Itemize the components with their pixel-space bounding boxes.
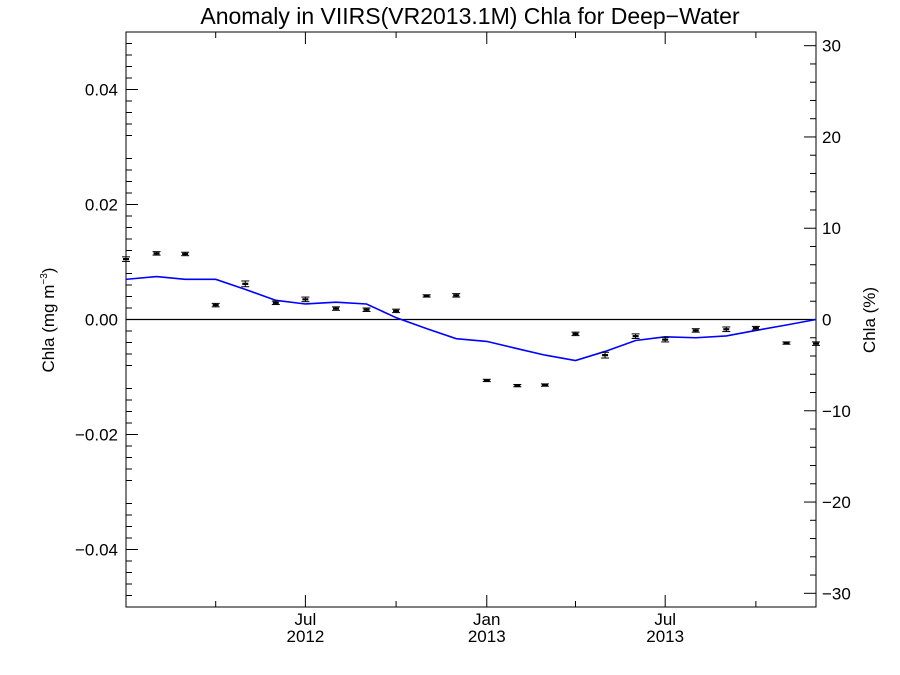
errorbar-point	[601, 351, 610, 359]
errorbar-point	[540, 383, 549, 387]
errorbar-point	[122, 256, 130, 262]
errorbar-point	[392, 308, 401, 314]
left-axis: 0.04 0.02 0.00 −0.02 −0.04	[75, 43, 138, 596]
y-axis-label-left-sup: −3	[39, 273, 50, 285]
y-axis-label-left: Chla (mg m−3)	[39, 268, 58, 373]
right-axis: 30 20 10 0 −10 −20 −30	[804, 37, 851, 603]
left-tick-label: 0.02	[85, 196, 118, 215]
errorbar-point	[571, 331, 580, 337]
errorbar-point	[301, 296, 310, 303]
left-tick-label: 0.00	[85, 311, 118, 330]
errorbar-point	[331, 306, 340, 311]
errorbar-point	[661, 336, 670, 343]
errorbar-point	[513, 383, 522, 388]
x-tick-label-year: 2013	[646, 627, 684, 646]
errorbar-point	[631, 333, 640, 339]
errorbar-point	[751, 325, 760, 331]
left-tick-label: −0.04	[75, 541, 118, 560]
errorbar-point	[211, 302, 220, 308]
errorbar-point	[482, 378, 491, 383]
x-tick-label-month: Jul	[295, 610, 317, 629]
errorbar-point	[452, 293, 461, 298]
errorbar-point	[812, 341, 820, 346]
errorbar-point	[691, 328, 700, 333]
errorbar-point	[152, 251, 161, 256]
errorbar-point	[241, 280, 250, 288]
right-tick-label: −20	[822, 493, 851, 512]
errorbar-point	[362, 307, 371, 312]
errorbar-point	[271, 300, 280, 306]
anomaly-line	[125, 275, 817, 362]
chart-title: Anomaly in VIIRS(VR2013.1M) Chla for Dee…	[200, 3, 740, 29]
right-tick-label: 30	[822, 37, 841, 56]
right-tick-label: −10	[822, 402, 851, 421]
left-tick-label: 0.04	[85, 81, 118, 100]
x-tick-label-month: Jul	[654, 610, 676, 629]
right-tick-label: 20	[822, 128, 841, 147]
errorbar-point	[782, 341, 791, 345]
errorbar-series	[122, 251, 820, 388]
anomaly-line-series	[125, 275, 817, 362]
errorbar-point	[722, 326, 731, 333]
errorbar-point	[181, 251, 190, 257]
right-tick-label: 10	[822, 219, 841, 238]
y-axis-label-right: Chla (%)	[860, 287, 879, 353]
x-tick-label-month: Jan	[473, 610, 500, 629]
x-tick-label-year: 2013	[468, 627, 506, 646]
x-tick-label-year: 2012	[286, 627, 324, 646]
right-tick-label: −30	[822, 584, 851, 603]
left-tick-label: −0.02	[75, 426, 118, 445]
right-tick-label: 0	[822, 311, 831, 330]
errorbar-point	[422, 294, 431, 298]
